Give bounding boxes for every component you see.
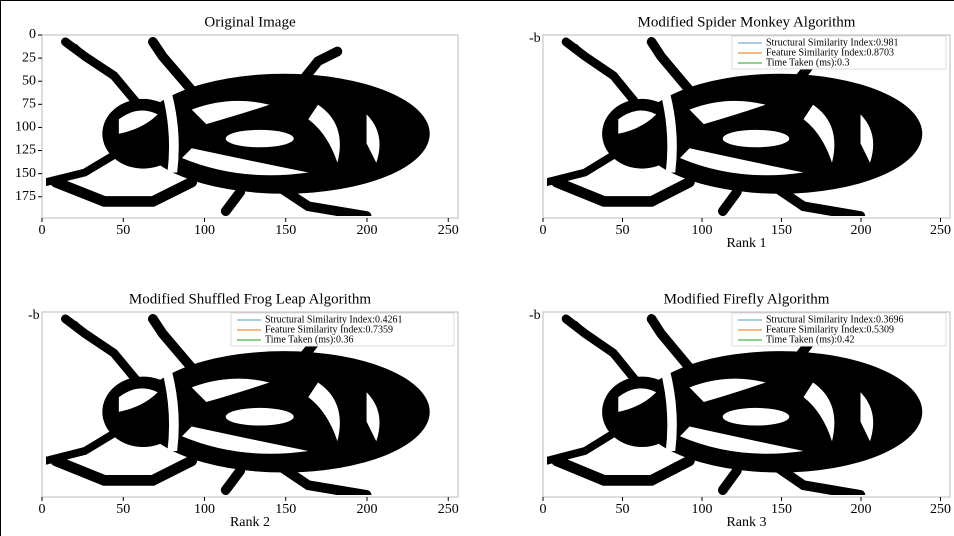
rank-caption: Rank 2 — [230, 515, 270, 530]
x-tick-label: 100 — [691, 502, 712, 517]
x-tick-label: 200 — [850, 502, 871, 517]
x-tick-label: 100 — [194, 223, 215, 238]
y-tick-label: 0 — [29, 27, 36, 42]
legend-label: Feature Similarity Index:0.5309 — [766, 324, 894, 335]
legend-box — [230, 312, 455, 347]
x-tick-label: 250 — [438, 502, 459, 517]
y-tick-label: 175 — [15, 189, 36, 204]
x-tick-label: 150 — [275, 223, 296, 238]
x-tick-label: 50 — [615, 502, 629, 517]
x-tick-label: 250 — [438, 223, 459, 238]
x-tick-label: 50 — [116, 223, 130, 238]
annotation: -b — [529, 31, 541, 46]
legend-label: Time Taken (ms):0.3 — [766, 57, 849, 68]
x-tick-label: 0 — [540, 502, 547, 517]
rank-caption: Rank 3 — [726, 515, 766, 530]
y-tick-label: 75 — [22, 97, 36, 112]
x-tick-label: 50 — [615, 223, 629, 238]
legend-label: Structural Similarity Index:0.3696 — [766, 314, 903, 325]
annotation: -b — [529, 308, 541, 323]
legend-label: Time Taken (ms):0.36 — [265, 334, 353, 345]
rank-caption: Rank 1 — [726, 236, 766, 251]
y-tick-label: 25 — [22, 50, 36, 65]
legend-label: Feature Similarity Index:0.7359 — [265, 324, 393, 335]
legend-label: Time Taken (ms):0.42 — [766, 334, 854, 345]
panel-title: Modified Shuffled Frog Leap Algorithm — [129, 291, 372, 307]
x-tick-label: 100 — [691, 223, 712, 238]
x-tick-label: 200 — [357, 223, 378, 238]
y-tick-label: 150 — [15, 166, 36, 181]
x-tick-label: 250 — [930, 223, 951, 238]
panel-title: Modified Firefly Algorithm — [664, 291, 830, 307]
x-tick-label: 250 — [930, 502, 951, 517]
legend-label: Feature Similarity Index:0.8703 — [766, 47, 894, 58]
y-tick-label: 50 — [22, 73, 36, 88]
legend-label: Structural Similarity Index:0.4261 — [265, 314, 402, 325]
x-tick-label: 0 — [39, 223, 46, 238]
x-tick-label: 50 — [116, 502, 130, 517]
panel-title: Modified Spider Monkey Algorithm — [638, 14, 856, 30]
y-tick-label: 100 — [15, 120, 36, 135]
legend-label: Structural Similarity Index:0.981 — [766, 37, 898, 48]
y-tick-label: 125 — [15, 143, 36, 158]
legend-box — [731, 35, 947, 70]
x-tick-label: 150 — [771, 223, 792, 238]
x-tick-label: 150 — [771, 502, 792, 517]
x-tick-label: 150 — [275, 502, 296, 517]
annotation: -b — [28, 308, 40, 323]
legend-box — [731, 312, 947, 347]
x-tick-label: 0 — [39, 502, 46, 517]
panel-title: Original Image — [204, 14, 296, 30]
x-tick-label: 100 — [194, 502, 215, 517]
x-tick-label: 200 — [850, 223, 871, 238]
x-tick-label: 200 — [357, 502, 378, 517]
x-tick-label: 0 — [540, 223, 547, 238]
